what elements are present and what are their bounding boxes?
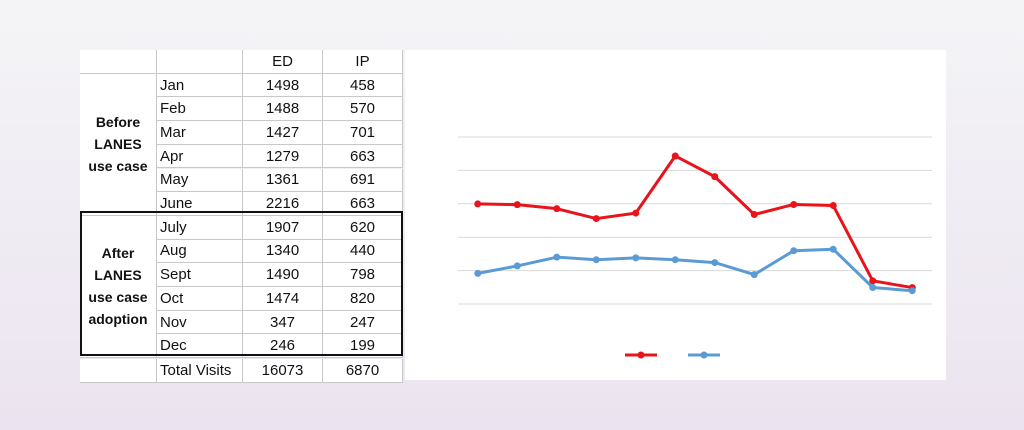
- month-cell: July: [157, 215, 243, 240]
- value-cell: 1427: [243, 121, 323, 145]
- data-point: [592, 215, 600, 223]
- data-point: [750, 271, 758, 279]
- value-cell: 820: [323, 287, 403, 311]
- group-label: After LANES use case adoption: [80, 215, 157, 359]
- value-cell: 440: [323, 239, 403, 264]
- month-cell: Apr: [157, 144, 243, 169]
- value-cell: 1474: [243, 287, 323, 311]
- data-point: [513, 201, 521, 209]
- value-cell: 1907: [243, 215, 323, 240]
- value-cell: 663: [323, 144, 403, 169]
- value-cell: 1488: [243, 97, 323, 122]
- group-label: Before LANES use case: [80, 73, 157, 216]
- header-cell: [80, 50, 157, 74]
- month-cell: Sept: [157, 263, 243, 287]
- data-point: [553, 253, 561, 261]
- data-point: [592, 256, 600, 264]
- data-point: [553, 205, 561, 213]
- month-cell: Nov: [157, 310, 243, 335]
- month-cell: Mar: [157, 121, 243, 145]
- value-cell: 701: [323, 121, 403, 145]
- value-cell: 1490: [243, 263, 323, 287]
- value-cell: 246: [243, 334, 323, 359]
- data-point: [632, 209, 640, 217]
- data-point: [829, 245, 837, 253]
- data-point: [513, 262, 521, 270]
- data-point: [632, 254, 640, 262]
- value-cell: 1361: [243, 168, 323, 193]
- data-point: [790, 200, 798, 208]
- header-cell: [157, 50, 243, 74]
- data-point: [829, 202, 837, 210]
- value-cell: 1340: [243, 239, 323, 264]
- value-cell: 199: [323, 334, 403, 359]
- total-value: 6870: [323, 359, 403, 383]
- data-point: [671, 256, 679, 264]
- data-point: [711, 173, 719, 181]
- highlight-box: [80, 211, 403, 356]
- month-cell: June: [157, 192, 243, 216]
- data-point: [671, 152, 679, 160]
- month-cell: May: [157, 168, 243, 193]
- series-line: [477, 247, 913, 293]
- value-cell: 2216: [243, 192, 323, 216]
- legend-marker: [637, 351, 645, 359]
- legend-marker: [700, 351, 708, 359]
- data-point: [869, 284, 877, 292]
- value-cell: 347: [243, 310, 323, 335]
- data-point: [790, 247, 798, 255]
- data-point: [711, 259, 719, 267]
- total-cell: [80, 359, 157, 383]
- month-cell: Jan: [157, 73, 243, 98]
- month-cell: Aug: [157, 239, 243, 264]
- column-header: ED: [243, 50, 323, 74]
- data-point: [474, 200, 482, 208]
- value-cell: 1279: [243, 144, 323, 169]
- value-cell: 458: [323, 73, 403, 98]
- series-line: [477, 154, 913, 290]
- data-point: [869, 277, 877, 285]
- data-point: [908, 287, 916, 295]
- line-chart: [405, 50, 946, 380]
- value-cell: 691: [323, 168, 403, 193]
- value-cell: 1498: [243, 73, 323, 98]
- value-cell: 570: [323, 97, 403, 122]
- data-point: [750, 210, 758, 218]
- total-label: Total Visits: [157, 359, 243, 383]
- month-cell: Oct: [157, 287, 243, 311]
- data-point: [474, 269, 482, 277]
- total-value: 16073: [243, 359, 323, 383]
- month-cell: Dec: [157, 334, 243, 359]
- month-cell: Feb: [157, 97, 243, 122]
- value-cell: 663: [323, 192, 403, 216]
- column-header: IP: [323, 50, 403, 74]
